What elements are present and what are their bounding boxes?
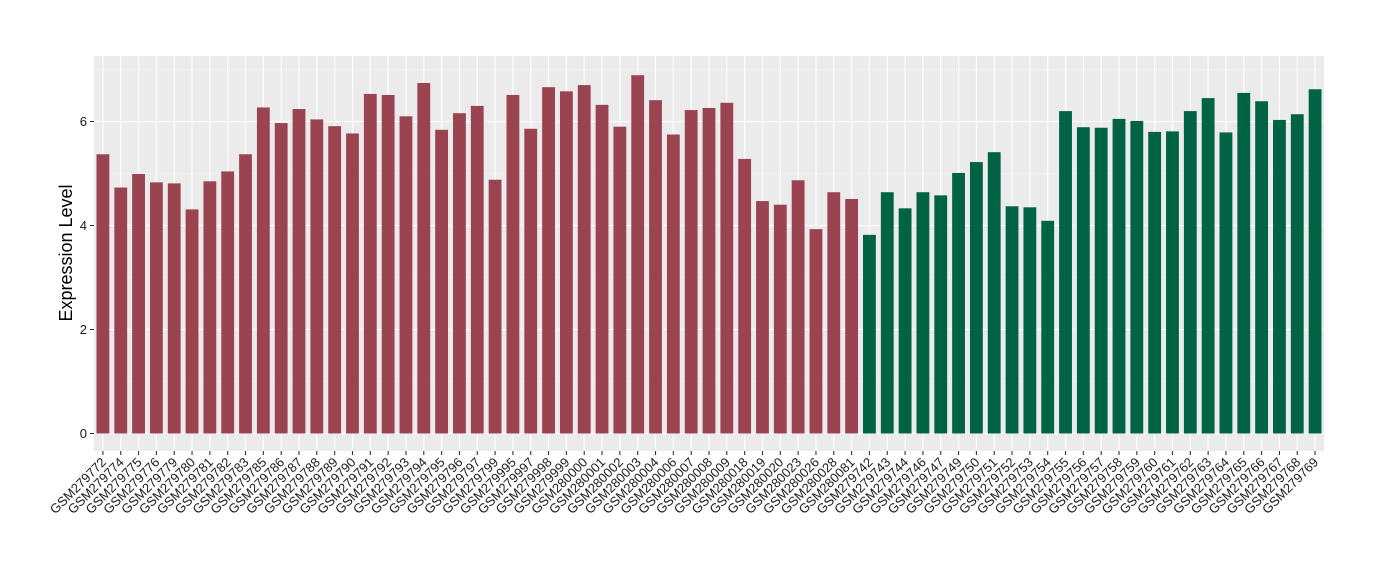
bar-GSM280023 (791, 180, 805, 434)
bar-GSM279763 (1201, 98, 1215, 434)
bar-GSM280018 (738, 158, 752, 434)
bar-GSM279761 (1166, 131, 1179, 434)
bar-GSM280028 (827, 192, 841, 434)
bar-GSM279775 (132, 174, 145, 434)
y-axis: 0 2 4 6 (80, 114, 94, 441)
bar-GSM279746 (916, 192, 930, 434)
bar-GSM279760 (1148, 131, 1162, 434)
bar-GSM279789 (328, 126, 342, 434)
bar-GSM279997 (524, 128, 538, 434)
bar-GSM280004 (649, 100, 662, 434)
bar-GSM279788 (310, 119, 324, 434)
bar-GSM279752 (1005, 206, 1019, 434)
bar-GSM279747 (934, 195, 948, 434)
bar-GSM279764 (1219, 132, 1233, 434)
bar-GSM279762 (1183, 111, 1197, 434)
bar-GSM280020 (773, 204, 787, 434)
bar-GSM279751 (987, 152, 1001, 434)
bar-GSM279759 (1130, 120, 1144, 434)
bar-GSM279794 (417, 83, 431, 434)
bar-GSM279995 (506, 94, 520, 434)
bar-GSM279774 (114, 187, 128, 434)
bar-GSM280007 (684, 110, 698, 434)
bar-GSM279999 (559, 91, 573, 434)
bar-GSM280003 (631, 75, 645, 434)
bar-GSM279791 (363, 93, 377, 434)
bar-GSM279776 (149, 182, 163, 434)
bar-GSM279790 (346, 133, 359, 434)
bar-GSM279769 (1308, 89, 1322, 434)
bar-GSM280008 (702, 107, 716, 434)
bar-GSM279795 (435, 129, 449, 434)
x-axis: GSM279772GSM279774GSM279775GSM279776GSM2… (47, 451, 1321, 517)
bar-GSM280000 (577, 85, 591, 434)
y-tick-label: 6 (80, 114, 87, 129)
bar-GSM279772 (96, 154, 110, 434)
bar-GSM279780 (185, 209, 199, 434)
bar-GSM279792 (381, 94, 395, 434)
bar-GSM279744 (898, 208, 912, 434)
bar-GSM279779 (167, 183, 181, 434)
bar-GSM279783 (239, 154, 252, 434)
bar-GSM279743 (880, 192, 894, 434)
bar-GSM279758 (1112, 118, 1126, 434)
bar-GSM280019 (756, 201, 769, 434)
bar-GSM280009 (720, 102, 734, 434)
bar-GSM279749 (952, 172, 965, 434)
y-tick-label: 4 (80, 218, 87, 233)
bar-GSM279797 (470, 105, 484, 434)
y-axis-title: Expression Level (56, 184, 76, 321)
bar-GSM279785 (256, 107, 270, 434)
bar-GSM279750 (969, 162, 983, 434)
bar-GSM279766 (1255, 101, 1269, 434)
bar-GSM280002 (613, 126, 627, 434)
bar-GSM279756 (1076, 127, 1090, 434)
bar-GSM279781 (203, 181, 217, 434)
bar-GSM279796 (453, 113, 466, 434)
bar-GSM279998 (542, 87, 555, 434)
bar-GSM279765 (1237, 92, 1251, 434)
y-tick-label: 2 (80, 322, 87, 337)
bar-GSM279767 (1273, 119, 1286, 434)
bar-GSM279793 (399, 116, 413, 434)
bar-GSM280001 (595, 104, 609, 434)
bars (96, 75, 1322, 434)
bar-GSM279768 (1290, 114, 1304, 434)
bar-GSM279755 (1059, 111, 1072, 434)
bar-GSM280081 (845, 198, 859, 434)
bar-GSM279787 (292, 109, 306, 434)
bar-GSM279753 (1023, 207, 1037, 434)
bar-GSM279799 (488, 179, 502, 434)
bar-GSM280026 (809, 229, 823, 434)
bar-GSM279754 (1041, 220, 1055, 434)
bar-GSM279757 (1094, 127, 1108, 434)
bar-GSM279742 (863, 234, 876, 434)
bar-GSM280006 (666, 134, 680, 434)
bar-GSM279782 (221, 171, 235, 434)
y-tick-label: 0 (80, 426, 87, 441)
bar-GSM279786 (274, 123, 288, 434)
